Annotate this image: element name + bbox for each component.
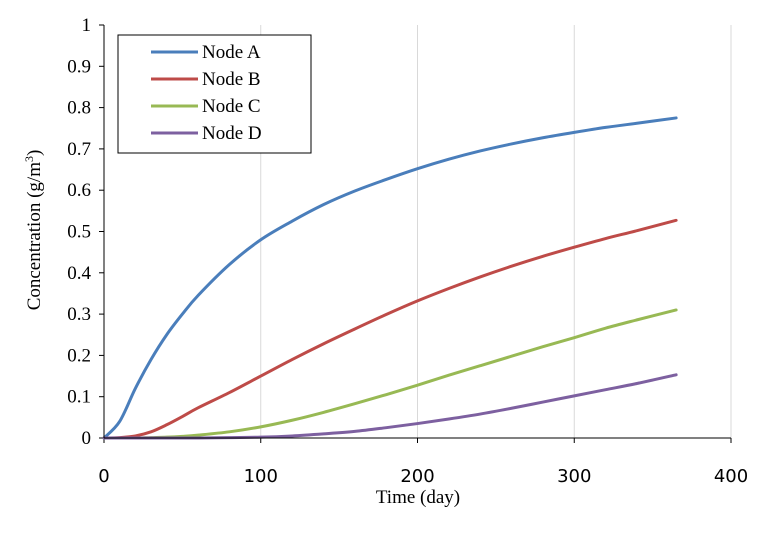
y-tick-label-1: 0.1 <box>67 387 91 408</box>
y-tick-label-7: 0.7 <box>67 139 91 160</box>
y-tick-label-4: 0.4 <box>67 263 91 284</box>
legend-label-node-b: Node B <box>202 69 261 90</box>
x-axis-title: Time (day) <box>376 487 460 508</box>
legend-label-node-c: Node C <box>202 96 261 117</box>
y-tick-label-3: 0.3 <box>67 304 91 325</box>
x-tick-label-1: 100 <box>244 466 278 487</box>
y-axis-title-end: ) <box>24 150 45 156</box>
y-tick-label-6: 0.6 <box>67 180 91 201</box>
legend: Node A Node B Node C Node D <box>117 34 312 154</box>
series-line-node-a <box>102 116 678 440</box>
series-line-node-b <box>102 218 678 440</box>
y-axis-title-main: Concentration (g/m <box>24 162 45 310</box>
legend-label-node-a: Node A <box>202 42 261 63</box>
legend-box <box>117 34 312 154</box>
x-tick-label-3: 300 <box>557 466 591 487</box>
y-tick-label-0: 0 <box>82 428 92 449</box>
y-axis-title: Concentration (g/m3) <box>22 150 45 311</box>
series-line-node-d <box>102 373 678 440</box>
x-tick-label-4: 400 <box>714 466 748 487</box>
y-tick-label-10: 1 <box>82 15 92 36</box>
y-tick-label-9: 0.9 <box>67 56 91 77</box>
grid <box>260 25 732 438</box>
legend-label-node-d: Node D <box>202 123 262 144</box>
series-line-node-c <box>102 308 678 440</box>
x-tick-label-0: 0 <box>98 466 109 487</box>
y-tick-label-2: 0.2 <box>67 345 91 366</box>
y-tick-label-5: 0.5 <box>67 222 91 243</box>
y-axis-title-superscript: 3 <box>22 156 36 162</box>
series-layer <box>102 116 678 440</box>
y-axis-ticks: 0 0.1 0.2 0.3 0.4 0.5 0.6 0.7 0.8 0.9 1 <box>67 15 104 449</box>
x-tick-label-2: 200 <box>400 466 434 487</box>
y-tick-label-8: 0.8 <box>67 98 91 119</box>
x-axis-ticks: 0 100 200 300 400 <box>98 438 748 487</box>
